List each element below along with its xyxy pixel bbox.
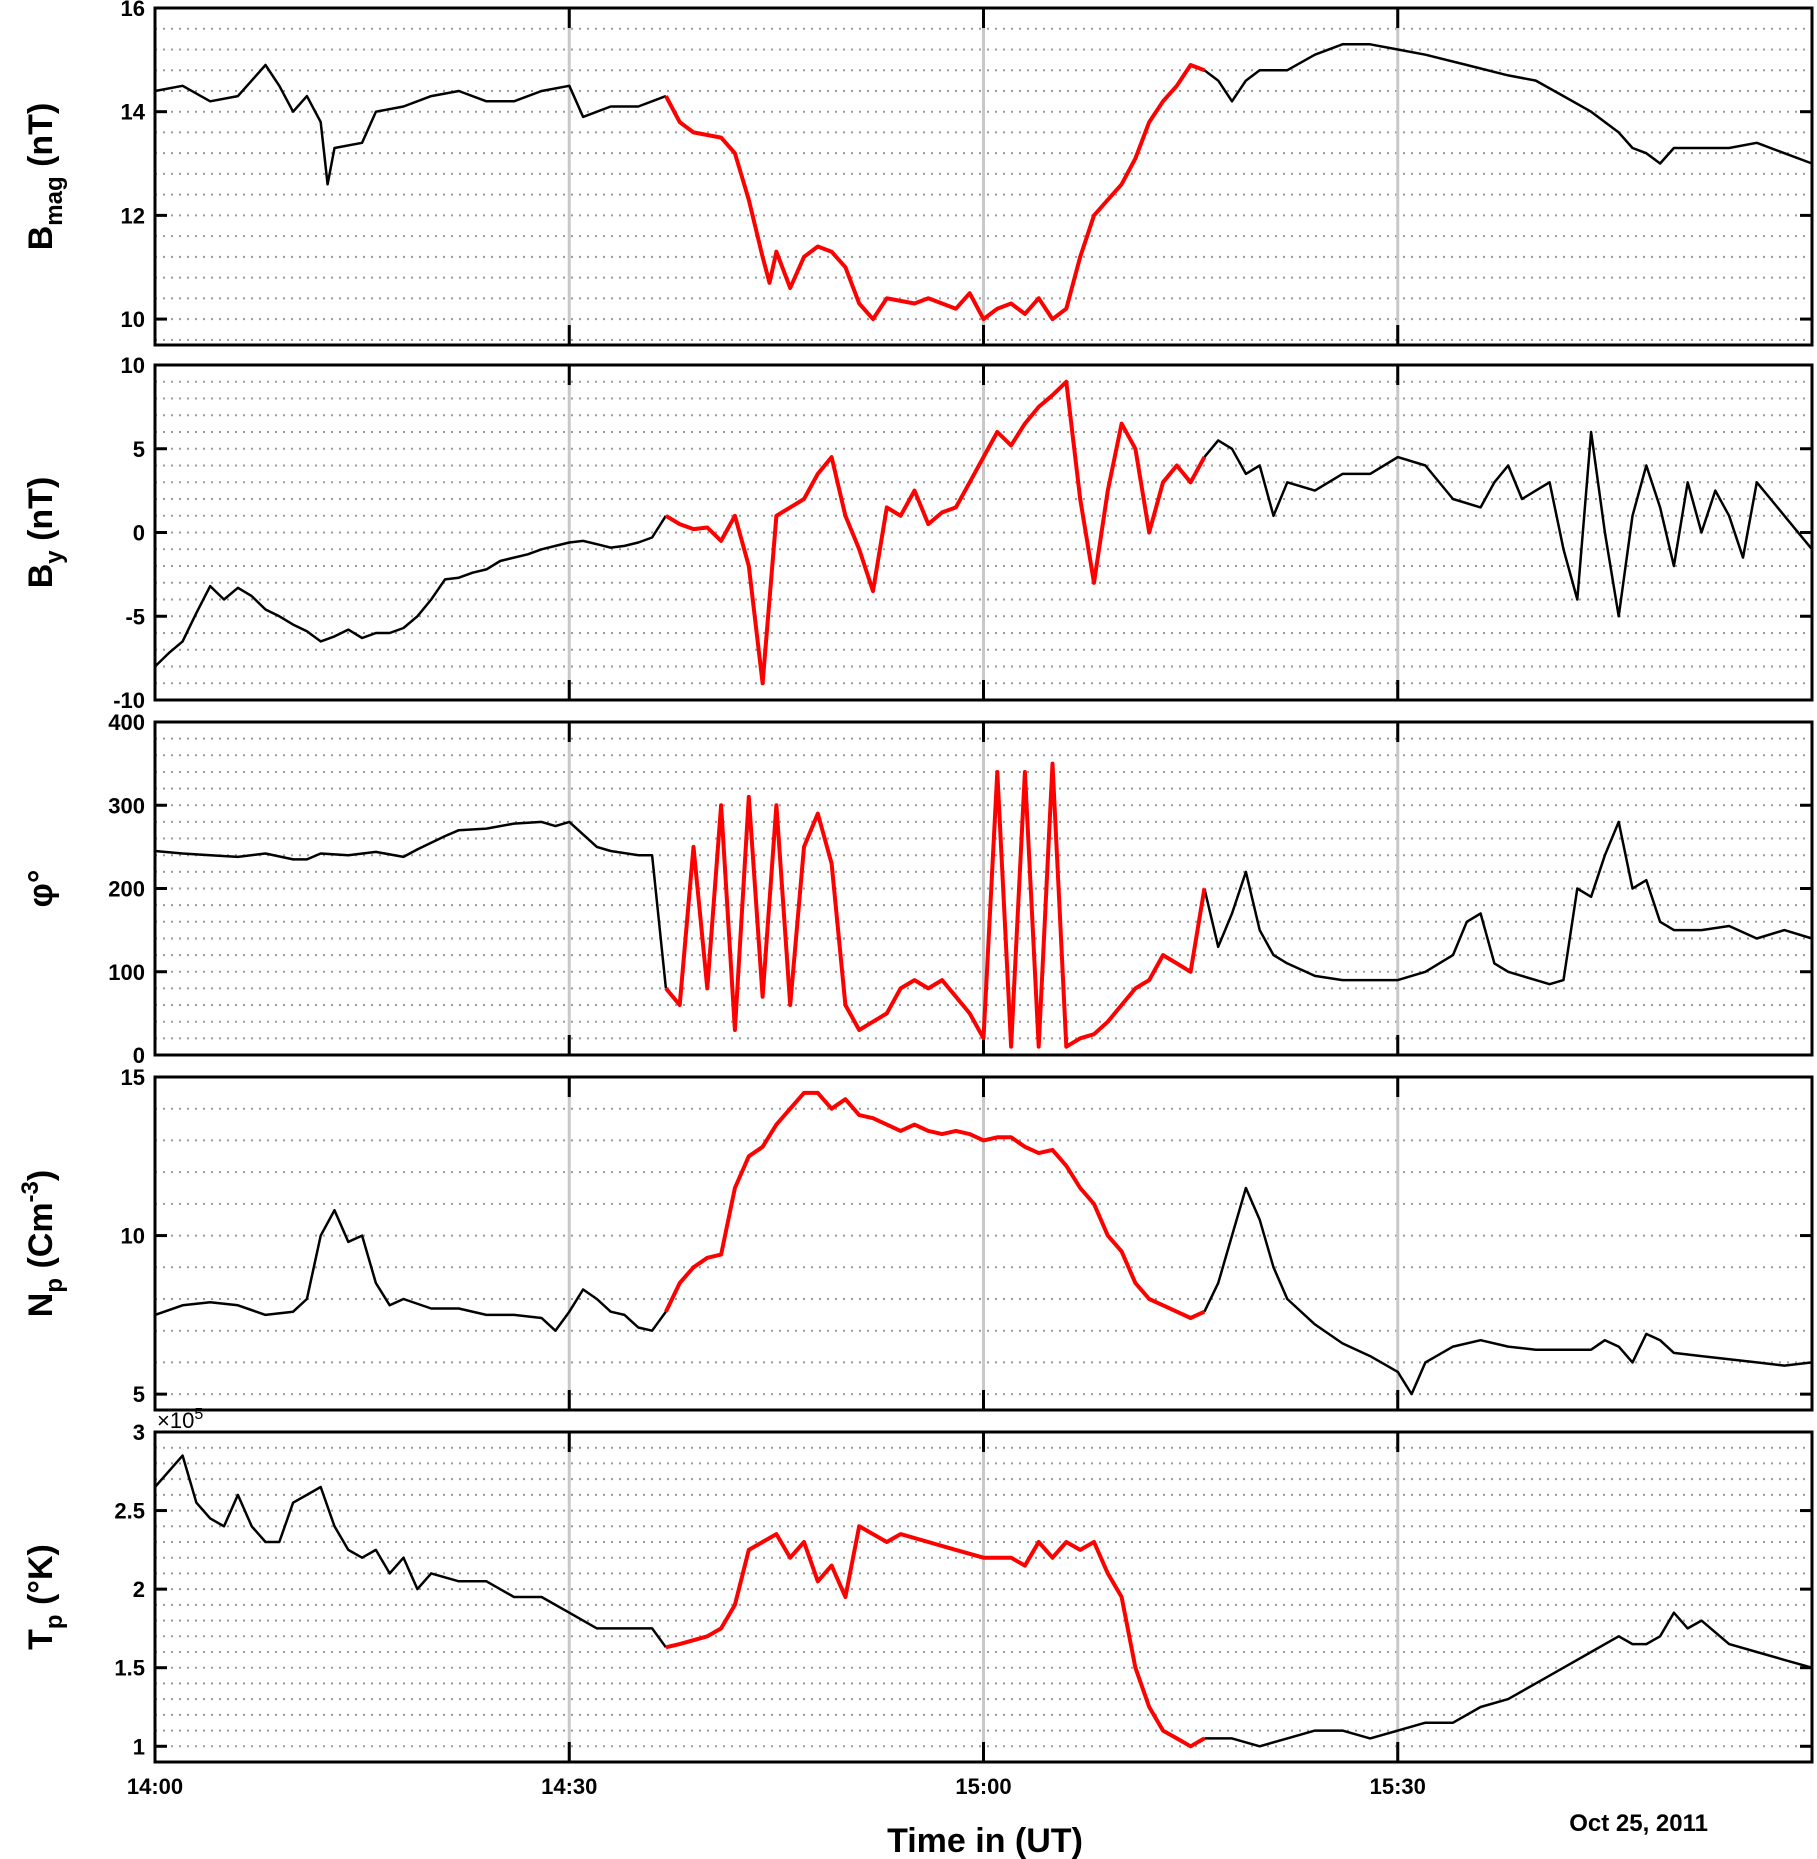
y-axis-label-by: By (nT) <box>22 477 68 589</box>
y-tick-label: -5 <box>125 604 145 629</box>
y-tick-label: 100 <box>108 960 145 985</box>
y-tick-label: 0 <box>133 1043 145 1068</box>
y-tick-label: 3 <box>133 1420 145 1445</box>
panel-tp: 1 1.5 2 2.5 3 Tp (°K) ×105 <box>22 1406 1814 1764</box>
y-tick-label: 200 <box>108 877 145 902</box>
date-label: Oct 25, 2011 <box>1569 1810 1708 1837</box>
series-line-np-before <box>154 1208 667 1332</box>
y-tick-label: 5 <box>133 437 145 462</box>
y-axis-label-tp: Tp (°K) <box>22 1544 68 1650</box>
y-tick-label: 12 <box>121 203 145 228</box>
series-line-tp-event <box>665 1524 1206 1749</box>
panel-frame-np <box>153 1075 1814 1412</box>
series-line-bmag-before <box>154 63 667 186</box>
panel-frame-bmag <box>153 6 1814 347</box>
y-tick-label: 2.5 <box>114 1499 145 1524</box>
y-tick-label: 300 <box>108 793 145 818</box>
y-tick-label: 10 <box>121 353 145 378</box>
panel-np: 5 10 15 Np (Cm-3) <box>17 1065 1814 1412</box>
series-line-tp-after <box>1204 1611 1813 1748</box>
y-tick-label: 5 <box>133 1382 145 1407</box>
y-tick-label: 400 <box>108 710 145 735</box>
x-axis-label: Time in (UT) <box>887 1822 1083 1859</box>
y-axis-label-phi: φ° <box>22 870 60 908</box>
y-tick-label: 1 <box>133 1734 145 1759</box>
x-tick-label: 15:00 <box>955 1774 1011 1799</box>
series-line-np-after <box>1203 1186 1813 1396</box>
panel-frame-tp <box>153 1430 1814 1764</box>
series-line-bmag-after <box>1203 43 1813 165</box>
series-line-by-before <box>154 515 667 668</box>
x-tick-label: 15:30 <box>1370 1774 1426 1799</box>
y-tick-label: 0 <box>133 521 145 546</box>
series-line-phi-before <box>154 820 668 989</box>
series-line-np-event <box>664 1090 1206 1320</box>
x-tick-label: 14:00 <box>127 1774 183 1799</box>
x-tick-label: 14:30 <box>541 1774 597 1799</box>
series-line-by-after <box>1203 430 1813 618</box>
y-tick-label: 1.5 <box>114 1656 145 1681</box>
series-line-phi-event <box>664 761 1207 1049</box>
y-tick-label: 10 <box>121 1224 145 1249</box>
y-axis-label-np: Np (Cm-3) <box>17 1170 68 1317</box>
y-tick-label: 16 <box>121 0 145 21</box>
panel-bmag: 10 12 14 16 Bmag (nT) <box>22 0 1814 347</box>
series-line-phi-after <box>1203 820 1813 986</box>
y-tick-label: 15 <box>121 1065 145 1090</box>
series-line-by-event <box>664 379 1207 686</box>
y-tick-label: 2 <box>133 1577 145 1602</box>
y-axis-label-bmag: Bmag (nT) <box>22 103 68 251</box>
panel-phi: 0 100 200 300 400 φ° <box>22 710 1814 1068</box>
y-tick-label: -10 <box>113 688 145 713</box>
y-exponent-label: ×105 <box>157 1406 203 1433</box>
series-line-bmag-event <box>664 63 1206 322</box>
panel-by: -10 -5 0 5 10 By (nT) <box>22 353 1814 713</box>
y-tick-label: 14 <box>121 100 146 125</box>
y-tick-label: 10 <box>121 307 145 332</box>
series-line-tp-before <box>154 1454 667 1649</box>
